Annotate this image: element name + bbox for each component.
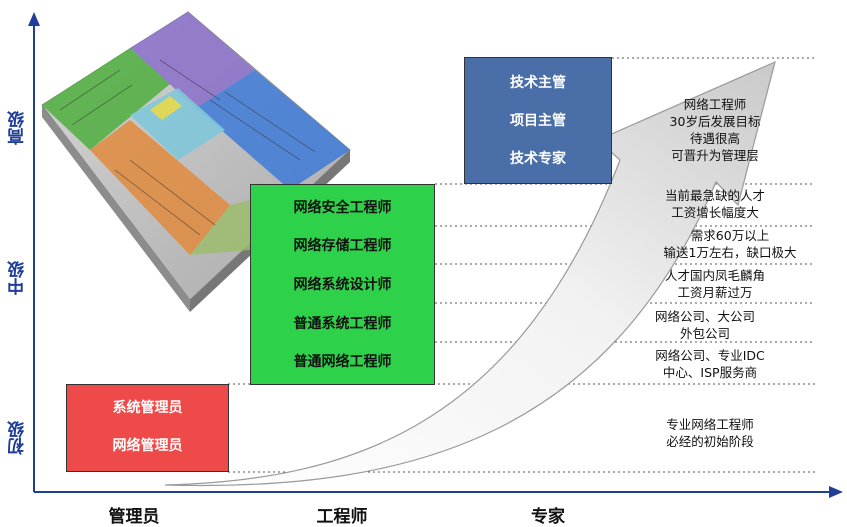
note-line: 人才国内凤毛麟角 bbox=[664, 268, 765, 283]
role-item: 普通系统工程师 bbox=[293, 316, 392, 332]
note-line: 可晋升为管理层 bbox=[671, 148, 759, 163]
role-item: 技术专家 bbox=[510, 151, 566, 167]
note-line: 工资月薪过万 bbox=[677, 285, 753, 300]
note-line: 网络公司、大公司 bbox=[654, 309, 755, 324]
y-level-junior: 初级 bbox=[8, 421, 28, 455]
note-line: 待遇很高 bbox=[689, 131, 740, 146]
engineer-roles-box: 网络安全工程师 网络存储工程师 网络系统设计师 普通系统工程师 普通网络工程师 bbox=[250, 184, 435, 385]
note-line: 网络工程师 bbox=[683, 97, 747, 112]
growth-arrow bbox=[164, 60, 776, 487]
x-category-engineer: 工程师 bbox=[316, 507, 368, 527]
note-line: 当前最急缺的人才 bbox=[664, 188, 765, 203]
note-line: 需求60万以上 bbox=[690, 228, 770, 243]
note-employers-1: 网络公司、大公司 外包公司 bbox=[640, 308, 770, 342]
expert-roles-box: 技术主管 项目主管 技术专家 bbox=[464, 57, 612, 184]
note-employers-2: 网络公司、专业IDC 中心、ISP服务商 bbox=[640, 347, 780, 381]
note-line: 网络公司、专业IDC bbox=[655, 348, 765, 363]
note-line: 输送1万左右，缺口极大 bbox=[663, 245, 797, 260]
note-rare-talent: 人才国内凤毛麟角 工资月薪过万 bbox=[640, 267, 790, 301]
admin-roles-box: 系统管理员 网络管理员 bbox=[66, 384, 229, 472]
axes bbox=[28, 12, 843, 498]
note-senior-target: 网络工程师 30岁后发展目标 待遇很高 可晋升为管理层 bbox=[640, 96, 790, 164]
y-level-middle: 中级 bbox=[8, 261, 28, 295]
role-item: 网络存储工程师 bbox=[293, 238, 392, 254]
note-shortage: 当前最急缺的人才 工资增长幅度大 bbox=[640, 187, 790, 221]
note-line: 必经的初始阶段 bbox=[666, 434, 754, 449]
x-category-admin: 管理员 bbox=[108, 507, 160, 527]
role-item: 项目主管 bbox=[510, 113, 566, 129]
role-item: 系统管理员 bbox=[112, 400, 183, 416]
note-line: 中心、ISP服务商 bbox=[662, 365, 758, 380]
y-level-senior: 高级 bbox=[8, 111, 28, 145]
note-line: 外包公司 bbox=[679, 326, 730, 341]
role-item: 技术主管 bbox=[510, 75, 566, 91]
role-item: 网络管理员 bbox=[112, 438, 183, 454]
role-item: 网络安全工程师 bbox=[293, 200, 392, 216]
note-entry-stage: 专业网络工程师 必经的初始阶段 bbox=[640, 416, 780, 450]
role-item: 网络系统设计师 bbox=[293, 277, 392, 293]
note-line: 30岁后发展目标 bbox=[669, 114, 761, 129]
note-line: 专业网络工程师 bbox=[666, 417, 754, 432]
note-line: 工资增长幅度大 bbox=[671, 205, 759, 220]
x-category-expert: 专家 bbox=[531, 507, 565, 527]
note-demand: 需求60万以上 输送1万左右，缺口极大 bbox=[640, 227, 820, 261]
role-item: 普通网络工程师 bbox=[293, 354, 392, 370]
